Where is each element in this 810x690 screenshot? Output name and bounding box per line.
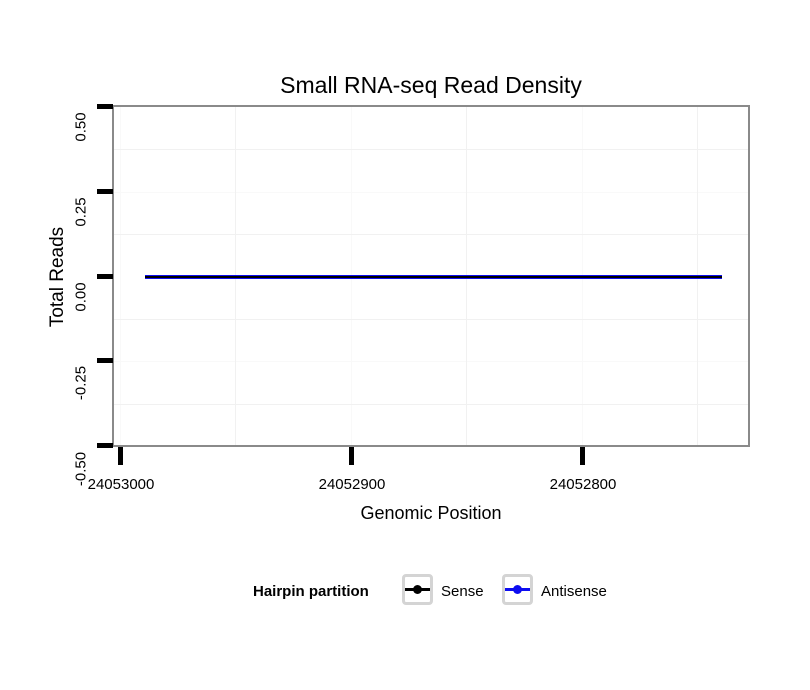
x-tick-label: 24053000 [87,476,155,493]
data-line-sense [145,276,722,278]
gridline-minor-horizontal [114,319,748,320]
x-tick-mark [349,447,354,465]
y-tick-mark [97,443,113,448]
gridline-minor-horizontal [114,149,748,150]
y-tick-mark [97,274,113,279]
x-axis-label: Genomic Position [360,503,502,523]
y-tick-label: 0.00 [72,282,90,312]
sense-point-swatch [413,585,422,594]
legend-title: Hairpin partition [253,583,369,600]
y-tick-mark [97,189,113,194]
plot-panel [112,105,750,447]
y-tick-label: -0.25 [72,365,90,401]
legend-key-antisense [502,574,533,605]
x-tick-mark [118,447,123,465]
gridline-major-horizontal [114,192,748,193]
legend-label-sense: Sense [441,583,484,600]
y-tick-mark [97,358,113,363]
legend-key-sense [402,574,433,605]
x-tick-label: 24052900 [318,476,386,493]
legend-label-antisense: Antisense [541,583,607,600]
y-tick-label: 0.25 [72,197,90,227]
x-tick-mark [580,447,585,465]
gridline-minor-horizontal [114,234,748,235]
y-tick-label: 0.50 [72,112,90,142]
gridline-minor-horizontal [114,404,748,405]
x-tick-label: 24052800 [549,476,617,493]
y-tick-mark [97,104,113,109]
gridline-major-horizontal [114,361,748,362]
chart-title: Small RNA-seq Read Density [280,72,582,98]
y-axis-label: Total Reads [47,226,68,328]
gridline-major-vertical [120,107,121,445]
data-line-antisense [145,275,722,279]
antisense-point-swatch [513,585,522,594]
